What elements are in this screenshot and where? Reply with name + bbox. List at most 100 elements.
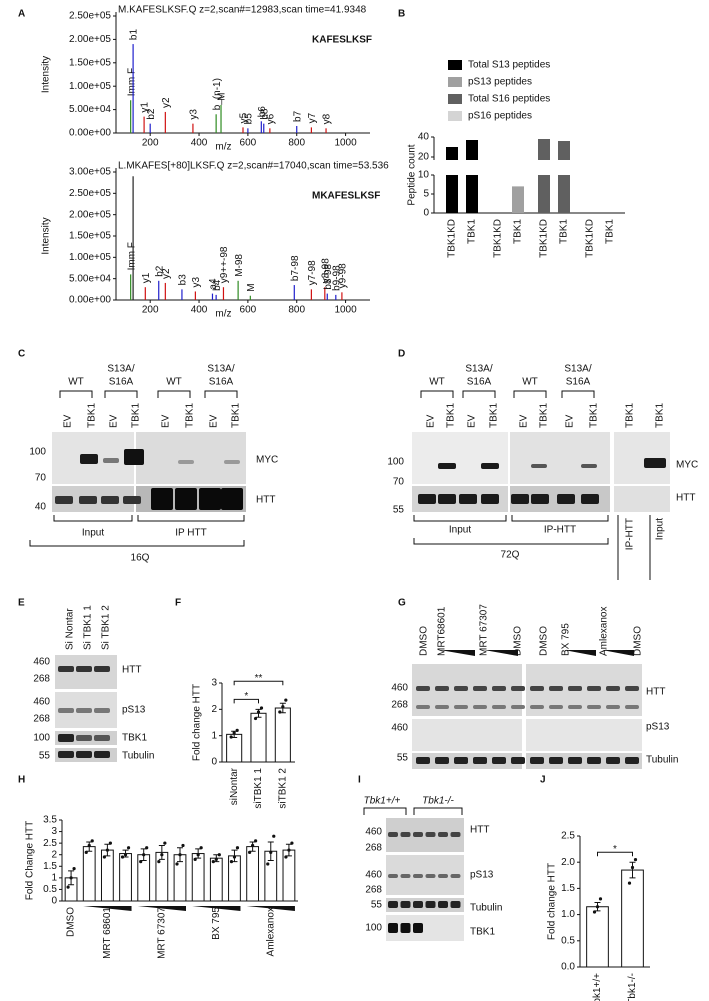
x-tick-label: Amlexanox [265,907,276,956]
band [58,734,74,742]
bracket [561,390,595,398]
band [549,757,563,764]
y-tick-label: 0 [51,896,57,907]
band [124,449,144,465]
label: WT [166,377,182,388]
data-point [90,839,94,843]
bracket [413,515,507,522]
peak-label: b8 [259,108,270,120]
data-point [229,735,233,739]
marker-label: 100 [365,923,382,934]
y-tick-label: 5.00e+04 [69,273,111,284]
marker-label: 55 [371,900,383,911]
data-point [175,862,179,866]
y-tick-label: 2.50e+05 [69,11,111,22]
peak-label: b7-98 [290,255,301,281]
y-axis-label: Intensity [41,217,52,254]
band [606,686,620,691]
band [199,488,221,510]
band [450,874,461,878]
y-tick-label: 40 [418,132,430,143]
y-tick-label: 1.0 [561,909,575,920]
data-point [266,862,270,866]
bracket [53,515,133,522]
x-axis-label: m/z [215,142,231,153]
data-point [66,885,70,889]
y-tick-label: 3 [51,826,57,837]
band [473,686,487,691]
lane-label: EV [426,414,437,428]
x-tick-label: MRT 67307 [156,907,167,959]
band [587,686,601,691]
data-point [102,855,106,859]
band [492,686,506,691]
data-point [290,841,294,845]
marker-label: 460 [365,827,382,838]
lane-label: TBK1 [489,403,500,428]
band [76,666,92,672]
y-tick-label: 2 [51,849,57,860]
band [530,705,544,709]
error-bar [629,861,636,879]
band [568,705,582,709]
band [531,464,547,468]
x-tick-label: TBK1KD [539,219,550,258]
panel-label: B [398,9,405,20]
band [454,757,468,764]
data-point [199,846,203,850]
significance-bracket [233,698,259,704]
bar [621,869,644,968]
band [416,705,430,709]
band [413,901,423,908]
band-label: HTT [470,825,489,836]
marker-label: 460 [33,697,50,708]
band [400,901,411,908]
band [400,832,411,837]
band [413,923,423,933]
data-point [232,855,237,859]
peak-label: b1 [129,29,140,41]
band [94,751,110,758]
dose-wedge [440,650,475,656]
y-axis-label: Fold change HTT [192,684,203,761]
marker-label: 55 [393,505,405,516]
band-label: HTT [122,665,141,676]
band [530,757,544,764]
band [531,494,549,504]
label: S13A/ [465,364,492,375]
band-label: HTT [676,493,695,504]
band [454,686,468,691]
panel-label: E [18,598,25,609]
y-tick-label: 1.5 [43,861,57,872]
marker-label: 70 [35,473,47,484]
lane-label: TBK1 [231,403,242,428]
x-tick-label: Tbk1+/+ [592,973,603,1001]
bar [250,712,267,763]
bar [446,147,458,213]
data-point [123,853,128,857]
band [94,735,110,741]
band [418,494,436,504]
bracket [29,540,245,547]
data-point [248,850,252,855]
spectrum-title: M.KAFESLKSF.Q z=2,scan#=12983,scan time=… [118,5,367,16]
band [435,686,449,691]
y-tick-label: 0.00e+00 [69,128,111,139]
x-tick-label: 1000 [334,305,357,316]
panel-label: I [358,775,361,786]
marker-label: 460 [391,723,408,734]
x-tick-label: Tbk1-/- [627,973,638,1001]
bracket [204,390,238,398]
bar [586,906,609,968]
x-tick-label: BX 795 [211,907,222,940]
band [94,708,110,713]
peak-label: y8 [322,113,333,124]
peak-label: M [246,283,257,291]
peak-label: y9-98 [338,263,349,288]
data-point [108,841,112,845]
y-axis-label: Intensity [41,56,52,93]
lane-label: Si Nontar [65,608,76,650]
band [178,460,194,464]
bracket [363,807,407,815]
marker-label: 55 [397,753,409,764]
